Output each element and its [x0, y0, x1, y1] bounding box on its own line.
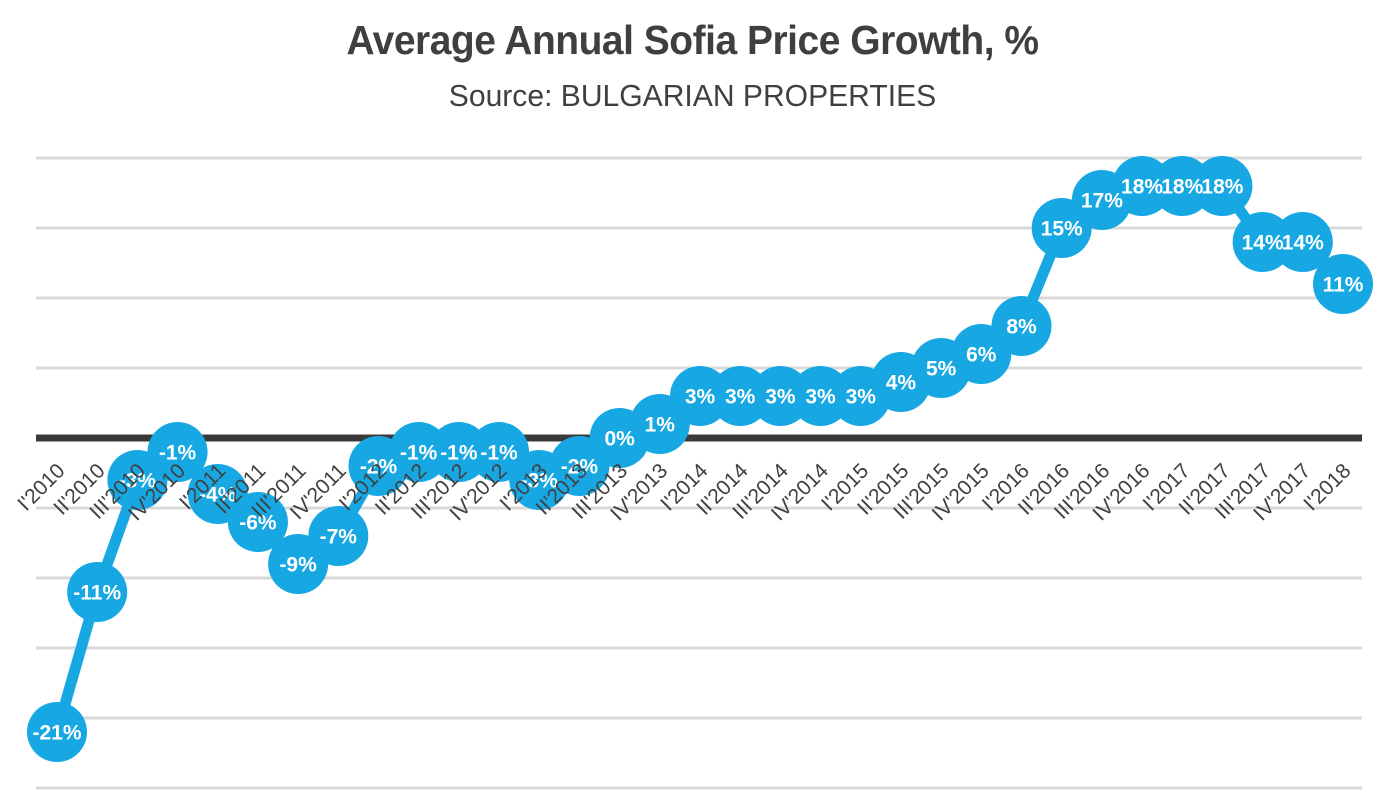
data-point-marker	[227, 492, 288, 552]
data-point-label: -1%	[159, 442, 197, 465]
data-point-label: -6%	[239, 512, 277, 535]
data-point-label: 3%	[765, 386, 796, 409]
data-point-label: 3%	[805, 386, 836, 409]
data-point-label: 18%	[1201, 176, 1243, 199]
data-point-label: 1%	[645, 414, 676, 437]
data-point-marker	[308, 506, 369, 566]
data-point-label: -3%	[521, 470, 559, 493]
data-point-label: 4%	[886, 372, 917, 395]
data-point-label: -1%	[480, 442, 518, 465]
data-point-label: 6%	[966, 344, 997, 367]
data-point-label: 8%	[1006, 316, 1037, 339]
data-point-label: -3%	[119, 470, 157, 493]
data-point-label: -21%	[32, 722, 81, 745]
data-point-label: 18%	[1121, 176, 1163, 199]
data-point-label: 11%	[1323, 274, 1364, 297]
data-point-label: 3%	[846, 386, 877, 409]
data-point-label: 14%	[1242, 232, 1284, 255]
data-point-label: -9%	[279, 554, 317, 577]
data-point-marker	[991, 296, 1052, 356]
chart-subtitle: Source: BULGARIAN PROPERTIES	[448, 78, 937, 113]
data-point-label: 14%	[1282, 232, 1324, 255]
data-point-label: 0%	[604, 428, 635, 451]
data-point-label: -4%	[199, 484, 237, 507]
series-line	[51, 180, 1349, 738]
data-point-label: 3%	[685, 386, 716, 409]
data-point-marker	[1313, 254, 1373, 314]
data-point-label: -1%	[440, 442, 478, 465]
data-point-label: -7%	[320, 526, 358, 549]
data-point-label: 5%	[926, 358, 957, 381]
data-point-marker	[147, 422, 208, 482]
data-point-label: 3%	[725, 386, 756, 409]
data-point-label: 17%	[1081, 190, 1123, 213]
data-point-label: 18%	[1161, 176, 1203, 199]
data-point-label: -2%	[360, 456, 398, 479]
data-point-marker	[1192, 156, 1253, 216]
data-point-label: -11%	[73, 582, 121, 605]
data-point-marker	[67, 562, 128, 622]
data-point-marker	[1272, 212, 1333, 272]
data-point-label: -2%	[561, 456, 599, 479]
data-point-label: 15%	[1041, 218, 1083, 241]
chart-title: Average Annual Sofia Price Growth, %	[346, 17, 1039, 63]
data-point-marker	[27, 702, 87, 762]
data-point-label: -1%	[400, 442, 438, 465]
